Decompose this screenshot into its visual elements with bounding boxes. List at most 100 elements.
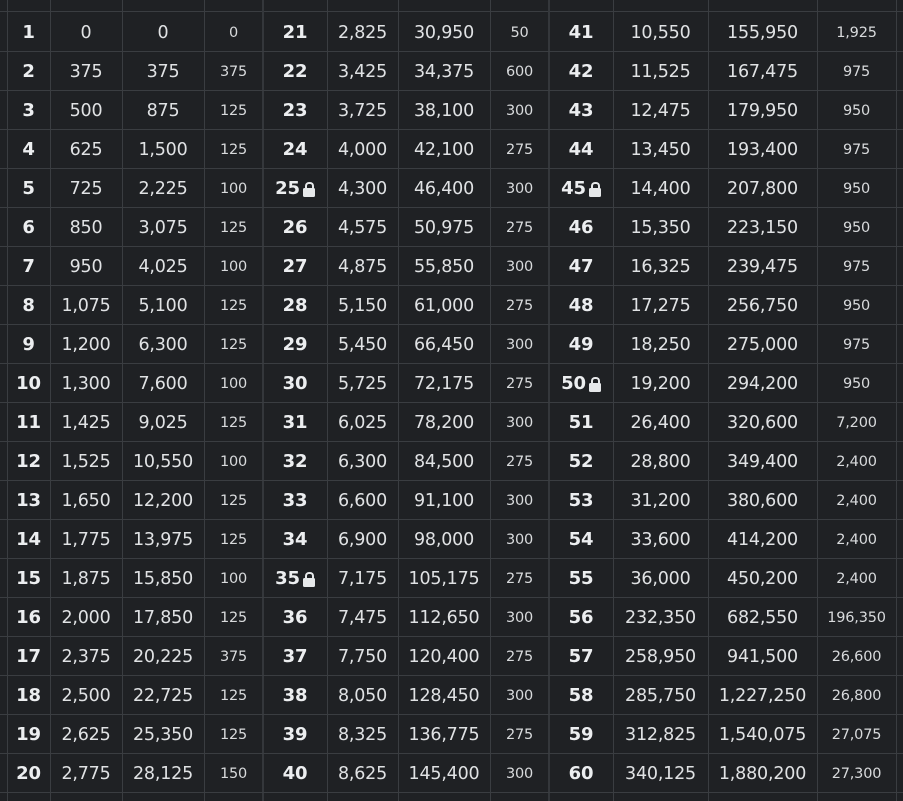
total-xp-cell: 105,175 <box>398 559 490 598</box>
xp-cell: 850 <box>50 208 122 247</box>
xp-cell-text: 4,875 <box>337 256 388 277</box>
level-cell: 37 <box>263 637 327 676</box>
xp-diff-cell-text: 27,300 <box>831 765 882 782</box>
xp-diff-cell: 300 <box>490 754 549 793</box>
total-xp-cell-text: 22,725 <box>132 685 194 706</box>
total-xp-cell: 22,725 <box>122 676 204 715</box>
xp-diff-cell: 125 <box>204 715 263 754</box>
xp-diff-cell: 100 <box>204 559 263 598</box>
xp-cell: 625 <box>50 130 122 169</box>
total-xp-cell: 380,600 <box>708 481 817 520</box>
level-cell: 47 <box>549 247 613 286</box>
xp-cell-text: 340,125 <box>625 763 696 784</box>
row-divider <box>0 402 903 403</box>
xp-cell: 8,325 <box>327 715 398 754</box>
xp-diff-cell-text: 275 <box>505 570 534 587</box>
xp-cell-text: 5,725 <box>337 373 388 394</box>
level-cell: 55 <box>549 559 613 598</box>
xp-cell: 15,350 <box>613 208 708 247</box>
total-xp-cell: 5,100 <box>122 286 204 325</box>
level-cell: 23 <box>263 91 327 130</box>
level-cell: 31 <box>263 403 327 442</box>
total-xp-cell-text: 105,175 <box>408 568 480 589</box>
xp-cell: 26,400 <box>613 403 708 442</box>
level-cell: 54 <box>549 520 613 559</box>
level-cell-text: 51 <box>568 412 594 433</box>
level-cell: 2 <box>7 52 50 91</box>
row-divider <box>0 90 903 91</box>
xp-diff-cell: 975 <box>817 325 896 364</box>
xp-diff-cell-text: 300 <box>505 180 534 197</box>
total-xp-cell: 72,175 <box>398 364 490 403</box>
xp-diff-cell-text: 300 <box>505 336 534 353</box>
column-divider <box>204 0 205 801</box>
total-xp-cell-text: 380,600 <box>727 490 798 511</box>
total-xp-cell-text: 25,350 <box>132 724 194 745</box>
total-xp-cell: 91,100 <box>398 481 490 520</box>
header-divider <box>0 11 903 12</box>
total-xp-cell-text: 167,475 <box>727 61 798 82</box>
total-xp-cell-text: 98,000 <box>413 529 475 550</box>
row-divider <box>0 675 903 676</box>
xp-cell: 6,600 <box>327 481 398 520</box>
xp-cell: 340,125 <box>613 754 708 793</box>
level-cell-text: 19 <box>16 724 41 745</box>
xp-cell-text: 2,375 <box>61 646 111 667</box>
xp-cell: 0 <box>50 13 122 52</box>
xp-diff-cell: 100 <box>204 247 263 286</box>
xp-cell-text: 4,575 <box>337 217 388 238</box>
level-cell-text: 37 <box>282 646 308 667</box>
xp-diff-cell-text: 26,600 <box>831 648 882 665</box>
level-cell-text: 40 <box>282 763 308 784</box>
level-cell: 21 <box>263 13 327 52</box>
xp-cell: 3,425 <box>327 52 398 91</box>
level-cell: 29 <box>263 325 327 364</box>
level-cell: 58 <box>549 676 613 715</box>
row-divider <box>0 753 903 754</box>
level-cell-text: 49 <box>568 334 594 355</box>
total-xp-cell-text: 193,400 <box>727 139 798 160</box>
xp-diff-cell-text: 125 <box>219 102 248 119</box>
xp-diff-cell: 600 <box>490 52 549 91</box>
total-xp-cell-text: 9,025 <box>138 412 188 433</box>
xp-cell-text: 6,300 <box>337 451 388 472</box>
xp-diff-cell: 50 <box>490 13 549 52</box>
level-cell: 28 <box>263 286 327 325</box>
xp-diff-cell: 150 <box>204 754 263 793</box>
xp-diff-cell-text: 2,400 <box>836 570 877 587</box>
total-xp-cell-text: 155,950 <box>727 22 798 43</box>
level-cell: 40 <box>263 754 327 793</box>
total-xp-cell-text: 294,200 <box>727 373 798 394</box>
level-cell-text: 53 <box>568 490 594 511</box>
xp-cell: 375 <box>50 52 122 91</box>
xp-cell-text: 258,950 <box>625 646 696 667</box>
xp-diff-cell-text: 100 <box>219 258 248 275</box>
level-cell-text: 59 <box>568 724 594 745</box>
level-cell: 43 <box>549 91 613 130</box>
total-xp-cell: 6,300 <box>122 325 204 364</box>
xp-cell: 6,300 <box>327 442 398 481</box>
xp-cell: 232,350 <box>613 598 708 637</box>
xp-cell: 33,600 <box>613 520 708 559</box>
row-divider <box>0 168 903 169</box>
xp-cell: 258,950 <box>613 637 708 676</box>
level-cell-text: 38 <box>282 685 308 706</box>
level-cell: 46 <box>549 208 613 247</box>
total-xp-cell-text: 450,200 <box>727 568 798 589</box>
xp-diff-cell: 2,400 <box>817 442 896 481</box>
column-divider <box>122 0 123 801</box>
xp-diff-cell-text: 100 <box>219 570 248 587</box>
level-cell-text: 43 <box>568 100 594 121</box>
total-xp-cell-text: 17,850 <box>132 607 194 628</box>
xp-diff-cell-text: 150 <box>219 765 248 782</box>
xp-cell: 950 <box>50 247 122 286</box>
xp-diff-cell: 125 <box>204 676 263 715</box>
xp-cell-text: 2,825 <box>337 22 388 43</box>
total-xp-cell-text: 30,950 <box>413 22 475 43</box>
total-xp-cell: 179,950 <box>708 91 817 130</box>
xp-cell-text: 14,400 <box>630 178 691 199</box>
level-cell: 3 <box>7 91 50 130</box>
xp-diff-cell: 975 <box>817 247 896 286</box>
xp-cell: 5,725 <box>327 364 398 403</box>
total-xp-cell-text: 120,400 <box>408 646 480 667</box>
